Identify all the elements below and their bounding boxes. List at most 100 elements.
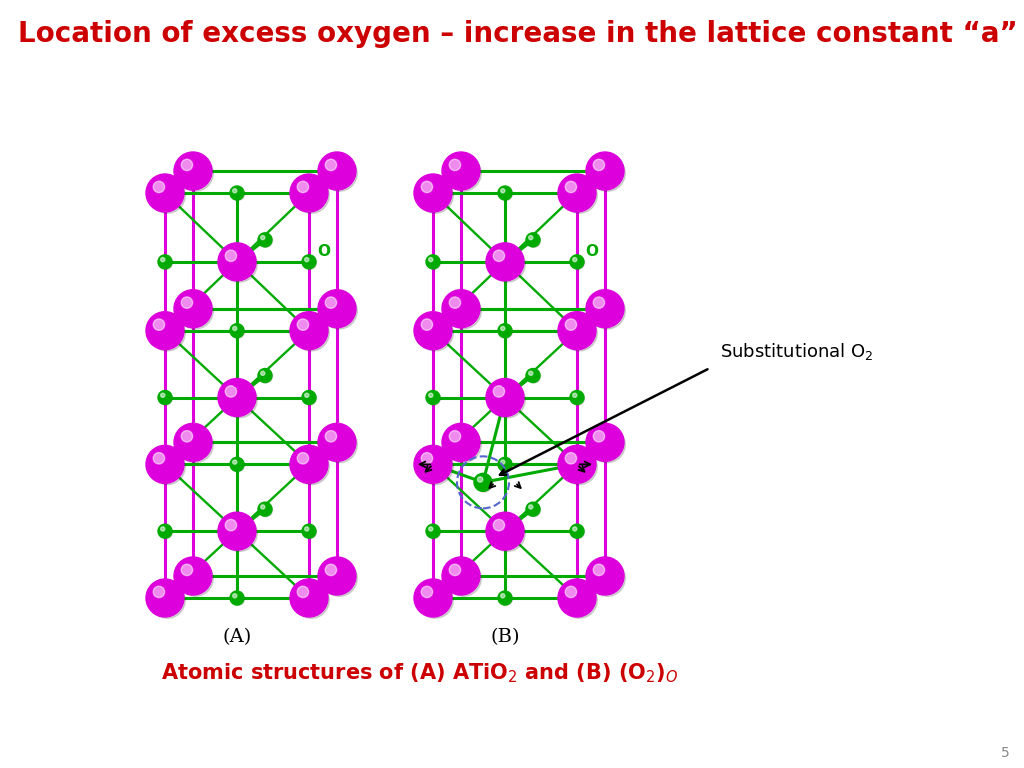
- Circle shape: [154, 181, 165, 193]
- Circle shape: [572, 393, 577, 397]
- Circle shape: [225, 519, 237, 531]
- Circle shape: [188, 571, 193, 576]
- Circle shape: [293, 177, 330, 214]
- Circle shape: [261, 236, 265, 240]
- Circle shape: [187, 570, 201, 584]
- Circle shape: [318, 423, 356, 462]
- Circle shape: [158, 390, 172, 405]
- Circle shape: [501, 594, 505, 598]
- Circle shape: [302, 255, 316, 269]
- Circle shape: [232, 189, 237, 193]
- Circle shape: [221, 515, 257, 551]
- Circle shape: [561, 449, 597, 485]
- Circle shape: [450, 159, 461, 170]
- Circle shape: [429, 393, 433, 397]
- Circle shape: [561, 315, 597, 351]
- Circle shape: [187, 436, 201, 450]
- Circle shape: [565, 181, 577, 193]
- Circle shape: [498, 186, 512, 200]
- Circle shape: [457, 304, 461, 309]
- Circle shape: [421, 319, 432, 330]
- Circle shape: [494, 386, 505, 397]
- Circle shape: [528, 371, 532, 376]
- Circle shape: [146, 579, 184, 617]
- Circle shape: [259, 369, 272, 383]
- Circle shape: [499, 592, 512, 605]
- Circle shape: [218, 379, 256, 416]
- Circle shape: [414, 579, 452, 617]
- Circle shape: [290, 312, 328, 349]
- Circle shape: [159, 392, 172, 405]
- Circle shape: [417, 582, 454, 618]
- Circle shape: [501, 189, 505, 193]
- Circle shape: [599, 303, 612, 316]
- Circle shape: [445, 560, 481, 596]
- Circle shape: [177, 560, 213, 596]
- Circle shape: [571, 525, 585, 538]
- Circle shape: [474, 473, 492, 492]
- Text: Substitutional O$_2$: Substitutional O$_2$: [720, 341, 873, 362]
- Circle shape: [174, 557, 212, 595]
- Circle shape: [231, 592, 245, 605]
- Circle shape: [561, 177, 597, 214]
- Circle shape: [225, 250, 237, 261]
- Circle shape: [457, 571, 461, 576]
- Circle shape: [150, 449, 185, 485]
- Circle shape: [302, 525, 316, 538]
- Text: (A): (A): [222, 628, 252, 646]
- Circle shape: [326, 431, 337, 442]
- Circle shape: [598, 569, 612, 583]
- Circle shape: [570, 255, 584, 269]
- Circle shape: [232, 326, 237, 330]
- Circle shape: [429, 527, 433, 531]
- Circle shape: [297, 586, 308, 598]
- Circle shape: [333, 571, 337, 576]
- Circle shape: [187, 165, 201, 178]
- Circle shape: [421, 452, 432, 464]
- Circle shape: [333, 438, 337, 442]
- Circle shape: [486, 379, 524, 416]
- Circle shape: [593, 159, 604, 170]
- Circle shape: [326, 159, 337, 170]
- Circle shape: [601, 167, 605, 170]
- Circle shape: [489, 515, 525, 551]
- Circle shape: [558, 312, 596, 349]
- Circle shape: [318, 152, 356, 190]
- Circle shape: [258, 233, 272, 247]
- Circle shape: [526, 502, 540, 516]
- Circle shape: [218, 512, 256, 550]
- Text: Location of excess oxygen – increase in the lattice constant “a”: Location of excess oxygen – increase in …: [18, 20, 1018, 48]
- Text: Ti: Ti: [234, 385, 250, 400]
- Circle shape: [498, 591, 512, 605]
- Circle shape: [601, 571, 605, 576]
- Circle shape: [174, 152, 212, 190]
- Circle shape: [586, 290, 624, 328]
- Circle shape: [293, 582, 330, 618]
- Circle shape: [230, 323, 244, 338]
- Circle shape: [570, 390, 584, 405]
- Circle shape: [231, 325, 245, 338]
- Circle shape: [414, 445, 452, 483]
- Circle shape: [259, 503, 272, 517]
- Circle shape: [158, 525, 172, 538]
- Circle shape: [499, 187, 512, 200]
- Circle shape: [322, 293, 357, 329]
- Circle shape: [187, 303, 201, 316]
- Circle shape: [442, 557, 480, 595]
- Circle shape: [427, 525, 440, 538]
- Circle shape: [489, 382, 525, 418]
- Circle shape: [457, 167, 461, 170]
- Circle shape: [414, 312, 452, 349]
- Circle shape: [188, 167, 193, 170]
- Circle shape: [221, 246, 257, 282]
- Circle shape: [305, 257, 309, 262]
- Circle shape: [181, 564, 193, 576]
- Circle shape: [486, 243, 524, 281]
- Circle shape: [571, 256, 585, 270]
- Circle shape: [450, 564, 461, 576]
- Circle shape: [572, 257, 577, 262]
- Circle shape: [589, 293, 626, 329]
- Circle shape: [421, 586, 432, 598]
- Circle shape: [450, 297, 461, 308]
- Circle shape: [218, 243, 256, 281]
